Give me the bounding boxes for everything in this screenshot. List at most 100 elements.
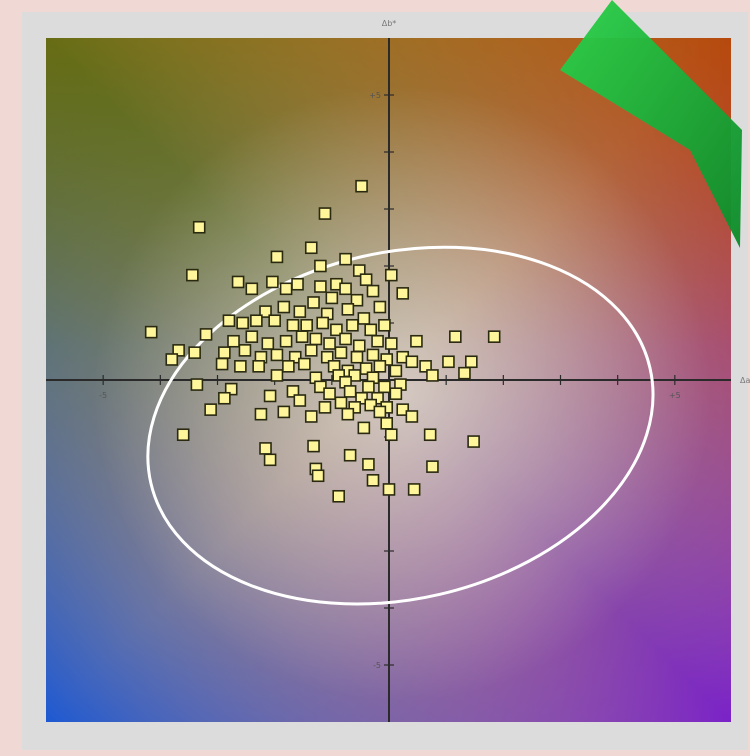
- data-point: [286, 318, 300, 332]
- data-point: [352, 339, 366, 353]
- data-point: [332, 369, 345, 382]
- data-point: [304, 410, 318, 423]
- data-point: [373, 360, 387, 373]
- data-point: [245, 282, 259, 296]
- data-point: [339, 252, 352, 266]
- data-point: [270, 348, 284, 362]
- data-point: [222, 314, 236, 328]
- data-point: [380, 353, 394, 366]
- data-point: [314, 259, 327, 273]
- data-point: [218, 346, 231, 359]
- data-point: [364, 398, 378, 412]
- data-point: [350, 350, 364, 364]
- data-point: [263, 389, 277, 403]
- tick-labels: -5 +5 +5 -5: [99, 91, 681, 670]
- data-point: [314, 280, 327, 293]
- data-point: [259, 305, 272, 318]
- y-tick-label: -5: [373, 661, 381, 670]
- data-point: [293, 394, 307, 407]
- data-point: [405, 355, 419, 369]
- data-point: [172, 344, 185, 357]
- data-point: [227, 334, 240, 348]
- x-axis-title: Δa*: [740, 376, 750, 385]
- data-point: [215, 357, 229, 371]
- data-point: [279, 334, 293, 348]
- data-point: [334, 346, 348, 359]
- data-point: [378, 380, 391, 394]
- data-point: [282, 360, 295, 373]
- data-point: [366, 348, 380, 362]
- data-point: [199, 328, 213, 341]
- data-point: [449, 330, 462, 343]
- data-point: [410, 334, 423, 348]
- data-point: [261, 337, 275, 350]
- data-point: [238, 344, 252, 357]
- data-point: [419, 360, 432, 373]
- data-point: [231, 275, 245, 289]
- data-point: [384, 428, 398, 442]
- data-point: [465, 355, 478, 369]
- data-point: [389, 364, 403, 378]
- data-point: [318, 401, 332, 414]
- data-point: [405, 410, 419, 423]
- data-point: [423, 428, 437, 442]
- data-point: [396, 403, 410, 416]
- data-point: [373, 300, 387, 314]
- data-point: [382, 483, 396, 496]
- data-point: [279, 282, 293, 296]
- data-point: [366, 284, 380, 298]
- confidence-ellipse: [146, 245, 655, 606]
- data-point: [380, 417, 394, 430]
- data-point: [355, 179, 368, 193]
- data-point: [309, 332, 323, 346]
- data-point: [458, 366, 471, 380]
- data-point: [396, 287, 410, 300]
- data-point: [224, 382, 238, 396]
- data-point: [259, 442, 272, 455]
- data-point: [384, 268, 398, 282]
- data-point: [188, 346, 201, 359]
- data-point: [359, 362, 373, 375]
- data-point: [343, 385, 357, 398]
- data-point: [371, 391, 384, 405]
- data-point: [426, 369, 439, 382]
- data-point: [371, 334, 384, 348]
- data-points: [144, 179, 501, 503]
- data-point: [295, 330, 309, 343]
- data-point: [300, 318, 313, 332]
- data-point: [389, 387, 403, 400]
- data-point: [323, 387, 336, 400]
- data-point: [332, 489, 345, 503]
- data-point: [144, 325, 158, 339]
- data-point: [357, 312, 371, 325]
- data-point: [318, 207, 332, 220]
- data-point: [343, 448, 357, 462]
- data-point: [190, 378, 204, 391]
- data-point: [293, 305, 307, 318]
- data-point: [270, 250, 284, 264]
- data-point: [357, 421, 371, 435]
- data-point: [263, 453, 277, 467]
- data-point: [277, 300, 291, 314]
- data-point: [165, 353, 179, 366]
- data-point: [323, 337, 336, 350]
- x-tick-label: +5: [669, 391, 681, 400]
- data-point: [362, 380, 375, 394]
- data-point: [316, 316, 329, 330]
- data-point: [245, 330, 259, 343]
- y-axis-title: Δb*: [382, 19, 397, 28]
- data-point: [234, 360, 247, 373]
- data-point: [378, 318, 391, 332]
- data-point: [307, 439, 320, 453]
- data-point: [442, 355, 455, 369]
- y-tick-label: +5: [369, 91, 381, 100]
- data-point: [352, 264, 366, 277]
- data-point: [277, 405, 291, 419]
- data-point: [334, 396, 348, 410]
- data-point: [304, 241, 318, 255]
- data-point: [250, 314, 263, 328]
- data-point: [341, 407, 355, 421]
- data-point: [252, 360, 265, 373]
- data-point: [359, 273, 373, 286]
